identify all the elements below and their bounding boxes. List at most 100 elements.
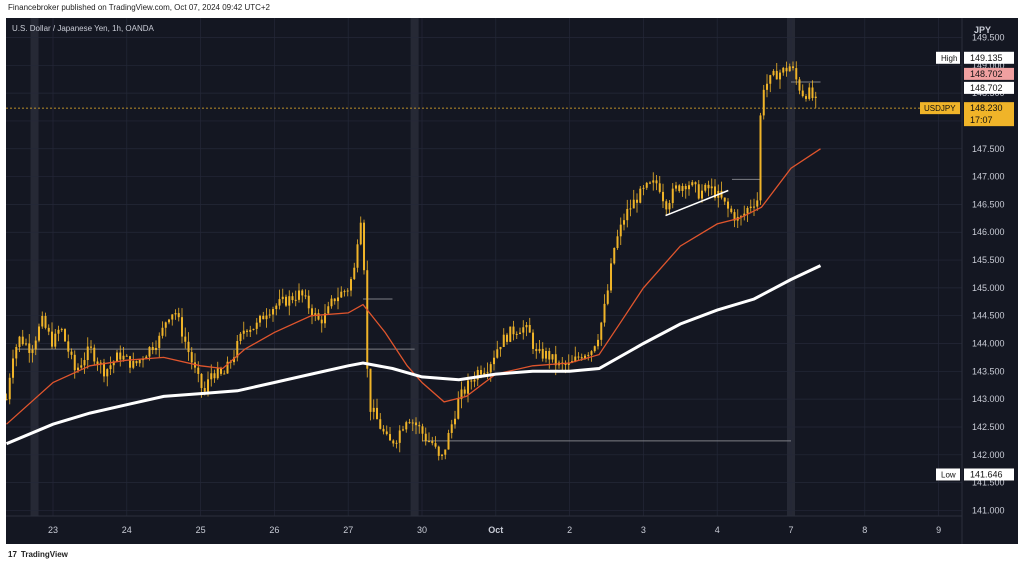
candle-body: [158, 335, 161, 348]
candle-body: [684, 185, 687, 190]
high-label: High: [941, 54, 957, 63]
candle-body: [733, 212, 736, 221]
price-axis[interactable]: 141.000 141.500 142.000 142.500 143.000 143.5…: [972, 32, 1005, 515]
x-tick-label: 25: [196, 525, 206, 535]
high-value-tag: [964, 51, 1014, 64]
candle-body: [665, 201, 668, 210]
x-tick-label: 7: [788, 525, 793, 535]
candle-body: [77, 367, 80, 371]
candle-body: [93, 347, 96, 362]
candle-body: [587, 354, 590, 356]
x-tick-label: 26: [269, 525, 279, 535]
candle-body: [320, 319, 323, 324]
y-tick-label: 149.500: [972, 32, 1005, 42]
candle-body: [454, 418, 457, 425]
candle-body: [281, 296, 284, 300]
candle-body: [382, 428, 385, 432]
candle-body: [447, 432, 450, 450]
candle-body: [398, 430, 401, 443]
x-tick-label: 24: [122, 525, 132, 535]
candle-body: [525, 324, 528, 328]
candle-body: [418, 425, 421, 427]
trend-line[interactable]: [665, 189, 729, 217]
candle-body: [746, 207, 749, 214]
candle-body: [483, 372, 486, 375]
x-tick-label: Oct: [488, 525, 503, 535]
candle-body: [701, 190, 704, 199]
candle-body: [389, 434, 392, 441]
y-tick-label: 144.500: [972, 311, 1005, 321]
marker-white-tag: [964, 81, 1014, 94]
candle-body: [681, 185, 684, 191]
countdown: 17:07: [970, 115, 993, 125]
candle-body: [203, 388, 206, 392]
candle-body: [548, 351, 551, 360]
candle-body: [314, 313, 317, 316]
candle-body: [506, 334, 509, 342]
candle-body: [223, 373, 226, 375]
footer-bar: 17 TradingView: [0, 544, 1024, 566]
candle-body: [493, 357, 496, 365]
candle-body: [252, 328, 255, 330]
candle-body: [486, 372, 489, 374]
candle-body: [239, 333, 242, 341]
price-chart[interactable]: U.S. Dollar / Japanese Yen, 1h, OANDA 14…: [5, 18, 1018, 544]
candle-body: [431, 441, 434, 444]
candle-body: [213, 373, 216, 379]
candle-body: [613, 247, 616, 264]
candle-body: [343, 291, 346, 293]
candle-body: [275, 305, 278, 310]
candle-body: [668, 203, 671, 210]
candle-body: [220, 368, 223, 374]
candle-body: [255, 322, 258, 329]
candle-body: [112, 361, 115, 366]
y-tick-label: 141.500: [972, 478, 1005, 488]
symbol-label: USDJPY: [924, 104, 956, 113]
candle-body: [515, 333, 518, 335]
candle-body: [441, 454, 444, 456]
candle-body: [499, 346, 502, 350]
time-axis[interactable]: 23 24 25 26 27 30 Oct 2 3 4 7 8 9: [48, 525, 941, 535]
candle-body: [278, 299, 281, 306]
candle-body: [463, 389, 466, 394]
candle-body: [636, 199, 639, 203]
candle-body: [132, 361, 135, 368]
candle-body: [363, 222, 366, 271]
candle-body: [642, 187, 645, 189]
candle-body: [671, 188, 674, 204]
candle-body: [535, 348, 538, 352]
currency-label: JPY: [974, 25, 991, 35]
moving-averages: [5, 148, 822, 446]
candle-body: [707, 184, 710, 189]
candle-body: [187, 341, 190, 353]
candle-body: [704, 184, 707, 191]
y-tick-label: 147.500: [972, 144, 1005, 154]
y-tick-label: 142.500: [972, 422, 1005, 432]
candle-body: [288, 296, 291, 306]
candle-body: [265, 315, 268, 320]
candle-body: [41, 315, 44, 327]
y-tick-label: 143.500: [972, 366, 1005, 376]
candle-body: [593, 346, 596, 352]
tradingview-logo[interactable]: 17 TradingView: [8, 550, 68, 559]
low-value-tag: [964, 468, 1014, 481]
candle-body: [788, 66, 791, 72]
candle-body: [25, 343, 28, 345]
candle-body: [168, 319, 171, 323]
chart-panel[interactable]: U.S. Dollar / Japanese Yen, 1h, OANDA 14…: [5, 18, 1018, 544]
y-tick-label: 144.000: [972, 339, 1005, 349]
candle-body: [678, 185, 681, 191]
candle-body: [808, 87, 811, 99]
candle-body: [759, 115, 762, 201]
candle-body: [655, 180, 658, 184]
candle-body: [551, 354, 554, 360]
session-highlight: [30, 18, 39, 516]
y-tick-label: 146.500: [972, 199, 1005, 209]
candle-body: [21, 336, 24, 345]
candle-body: [762, 89, 765, 116]
candle-body: [489, 364, 492, 373]
candle-body: [697, 184, 700, 199]
candle-body: [710, 186, 713, 189]
candle-body: [775, 70, 778, 80]
y-tick-label: 147.000: [972, 172, 1005, 182]
